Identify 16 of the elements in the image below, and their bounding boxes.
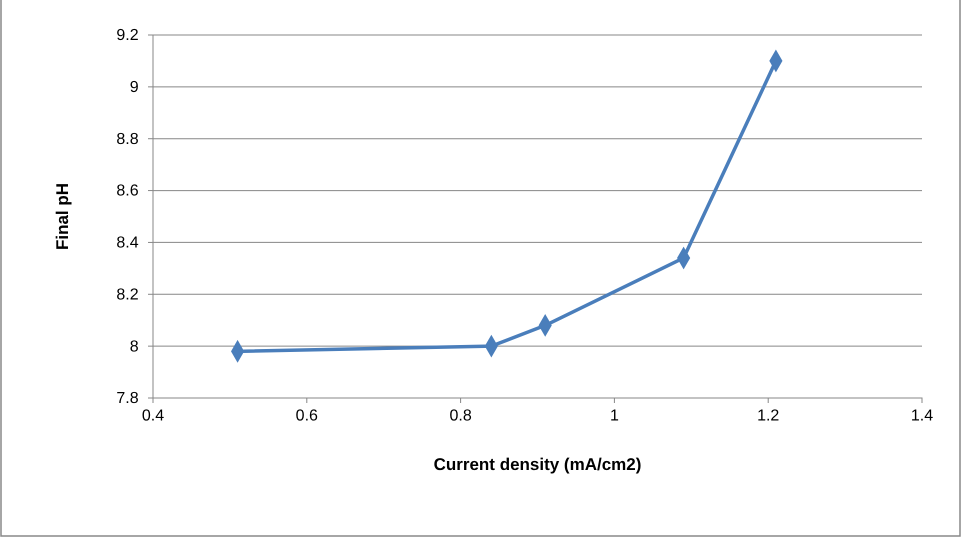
y-tick-label: 8.6 [116,182,139,200]
y-tick-label: 9 [130,78,139,96]
x-tick-label: 1 [610,407,619,424]
y-axis-title: Final pH [53,182,72,250]
y-tick-label: 9.2 [116,27,139,44]
y-tick-label: 8 [130,338,139,356]
x-tick-label: 0.6 [296,407,318,424]
x-tick-label: 1.2 [757,407,780,424]
y-tick-label: 8.2 [116,286,139,304]
x-tick-label: 0.4 [142,407,164,424]
x-axis-title: Current density (mA/cm2) [434,455,642,474]
y-tick-label: 8.8 [116,130,139,148]
x-tick-label: 1.4 [910,407,934,424]
y-tick-label: 7.8 [116,390,139,408]
y-tick-label: 8.4 [116,234,139,252]
x-tick-label: 0.8 [449,407,472,424]
